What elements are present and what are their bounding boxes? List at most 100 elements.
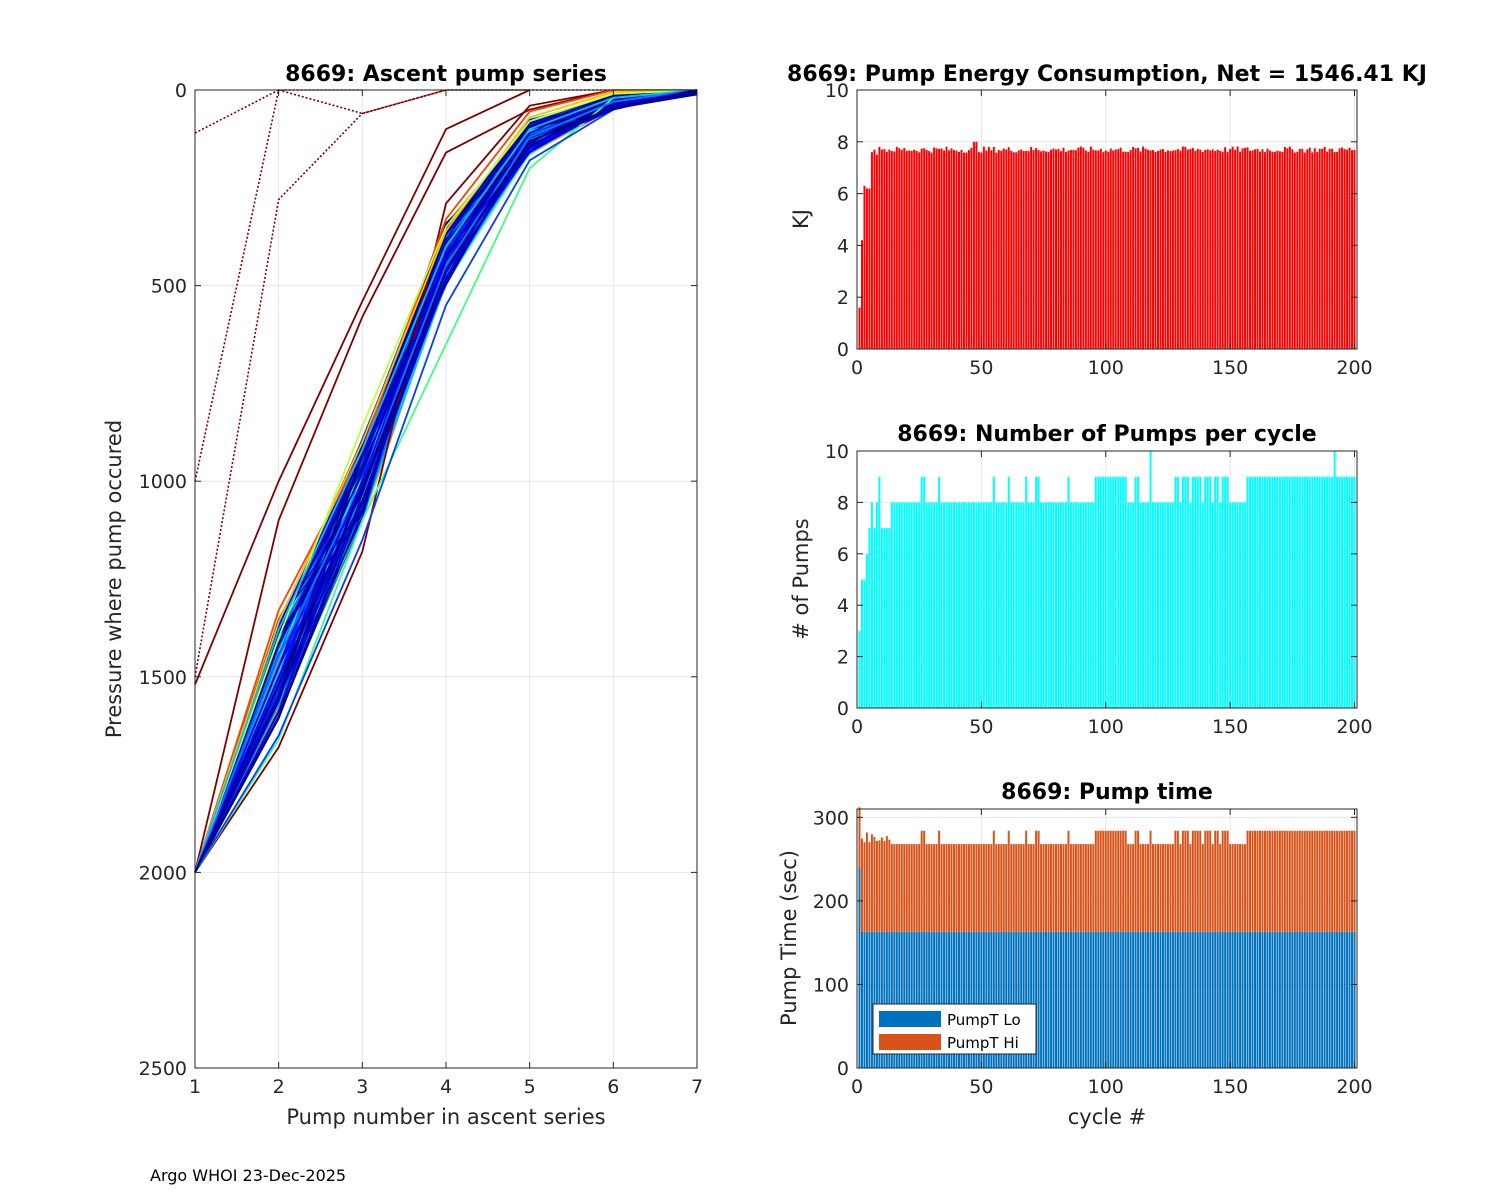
pumptime-lo-bar-90 (1079, 931, 1082, 1068)
pumptime-lo-bar-55 (992, 931, 995, 1068)
energy-xtick-label-1: 50 (969, 357, 993, 379)
energy-ytick-label-5: 10 (825, 80, 849, 102)
pumptime-hi-bar-32 (935, 844, 938, 932)
pumptime-hi-bar-31 (933, 844, 936, 932)
pumptime-hi-bar-55 (992, 830, 995, 932)
pumps-bar-36 (945, 502, 948, 708)
pumptime-lo-bar-34 (940, 931, 943, 1068)
pumps-bar-76 (1045, 502, 1048, 708)
energy-xtick-label-2: 100 (1088, 357, 1124, 379)
energy-bar-65 (1017, 150, 1020, 349)
energy-bar-11 (883, 149, 886, 349)
pumptime-hi-bar-35 (943, 844, 946, 932)
pumps-bar-31 (933, 502, 936, 708)
energy-bar-19 (903, 148, 906, 349)
energy-bar-6 (870, 152, 873, 349)
energy-bar-144 (1214, 151, 1217, 349)
pumptime-hi-bar-16 (895, 844, 898, 932)
energy-bar-126 (1169, 151, 1172, 349)
pumptime-legend: PumpT Lo PumpT Hi (872, 1003, 1037, 1055)
energy-bar-164 (1263, 152, 1266, 349)
pumptime-hi-bar-23 (913, 844, 916, 932)
pumptime-lo-bar-157 (1246, 931, 1249, 1068)
pumptime-lo-bar-189 (1326, 931, 1329, 1068)
pumps-bar-37 (948, 502, 951, 708)
pumptime-hi-bar-180 (1303, 830, 1306, 932)
pumps-bar-189 (1326, 476, 1329, 708)
pumptime-hi-bar-158 (1249, 830, 1252, 932)
energy-bar-130 (1179, 150, 1182, 349)
pumptime-lo-bar-141 (1206, 931, 1209, 1068)
pumptime-lo-bar-173 (1286, 931, 1289, 1068)
energy-bar-93 (1087, 151, 1090, 349)
ascent-xtick-label-0: 1 (189, 1076, 201, 1098)
pumps-bar-184 (1313, 476, 1316, 708)
energy-bar-17 (898, 148, 901, 349)
pumps-bar-88 (1074, 502, 1077, 708)
pumps-bar-183 (1311, 476, 1314, 708)
ascent-series-13 (194, 89, 698, 873)
pumptime-lo-bar-179 (1301, 931, 1304, 1068)
pumptime-lo-bar-122 (1159, 931, 1162, 1068)
pumptime-hi-bar-81 (1057, 844, 1060, 932)
energy-bar-105 (1117, 149, 1120, 349)
pumptime-hi-bar-51 (982, 844, 985, 932)
pumptime-xtick-label-1: 50 (969, 1076, 993, 1098)
pumps-bar-44 (965, 502, 968, 708)
pumptime-hi-bar-93 (1087, 844, 1090, 932)
pumptime-lo-bar-100 (1104, 931, 1107, 1068)
energy-bar-167 (1271, 151, 1274, 349)
pumps-bar-24 (915, 502, 918, 708)
energy-bar-13 (888, 149, 891, 349)
pumps-bar-3 (863, 579, 866, 708)
pumps-bar-10 (880, 528, 883, 708)
energy-bar-103 (1112, 150, 1115, 349)
pumptime-lo-bar-52 (985, 931, 988, 1068)
pumptime-hi-bar-125 (1166, 844, 1169, 932)
pumptime-hi-bar-44 (965, 844, 968, 932)
pumptime-hi-bar-66 (1020, 844, 1023, 932)
energy-bar-58 (1000, 150, 1003, 349)
pumptime-ylabel: Pump Time (sec) (777, 850, 801, 1026)
energy-bar-156 (1244, 147, 1247, 349)
pumps-bar-197 (1346, 476, 1349, 708)
energy-bar-162 (1258, 151, 1261, 349)
energy-bar-5 (868, 188, 871, 349)
pumptime-xtick-label-4: 200 (1336, 1076, 1372, 1098)
energy-bar-172 (1283, 146, 1286, 349)
energy-bar-118 (1149, 150, 1152, 349)
pumptime-hi-bar-54 (990, 844, 993, 932)
energy-bar-7 (873, 149, 876, 349)
energy-bar-141 (1206, 149, 1209, 349)
pumptime-hi-bar-75 (1042, 844, 1045, 932)
pumptime-hi-bar-136 (1194, 830, 1197, 932)
energy-bar-190 (1328, 148, 1331, 349)
energy-ylabel: KJ (789, 209, 813, 229)
pumptime-hi-bar-45 (967, 844, 970, 932)
pumps-bar-161 (1256, 476, 1259, 708)
pumptime-hi-bar-129 (1176, 830, 1179, 932)
pumps-bar-59 (1002, 502, 1005, 708)
pumptime-lo-bar-53 (987, 931, 990, 1068)
pumps-bar-48 (975, 502, 978, 708)
pumptime-hi-bar-83 (1062, 844, 1065, 932)
pumps-bar-13 (888, 528, 891, 708)
pumps-bar-15 (893, 502, 896, 708)
energy-bar-87 (1072, 149, 1075, 349)
pumps-bar-139 (1201, 502, 1204, 708)
pumptime-lo-bar-49 (977, 931, 980, 1068)
pumptime-hi-bar-12 (885, 836, 888, 932)
pumptime-hi-bar-57 (997, 844, 1000, 932)
pumptime-lo-bar-51 (982, 931, 985, 1068)
pumptime-lo-bar-98 (1099, 931, 1102, 1068)
pumptime-hi-bar-127 (1171, 844, 1174, 932)
pumps-bar-56 (995, 502, 998, 708)
pumptime-lo-bar-192 (1333, 931, 1336, 1068)
pumptime-lo-bar-136 (1194, 931, 1197, 1068)
pumptime-hi-bar-69 (1027, 844, 1030, 932)
pumps-bar-12 (885, 528, 888, 708)
energy-bar-48 (975, 141, 978, 349)
pumps-bar-50 (980, 502, 983, 708)
pumps-bar-138 (1199, 476, 1202, 708)
pumptime-hi-bar-38 (950, 844, 953, 932)
